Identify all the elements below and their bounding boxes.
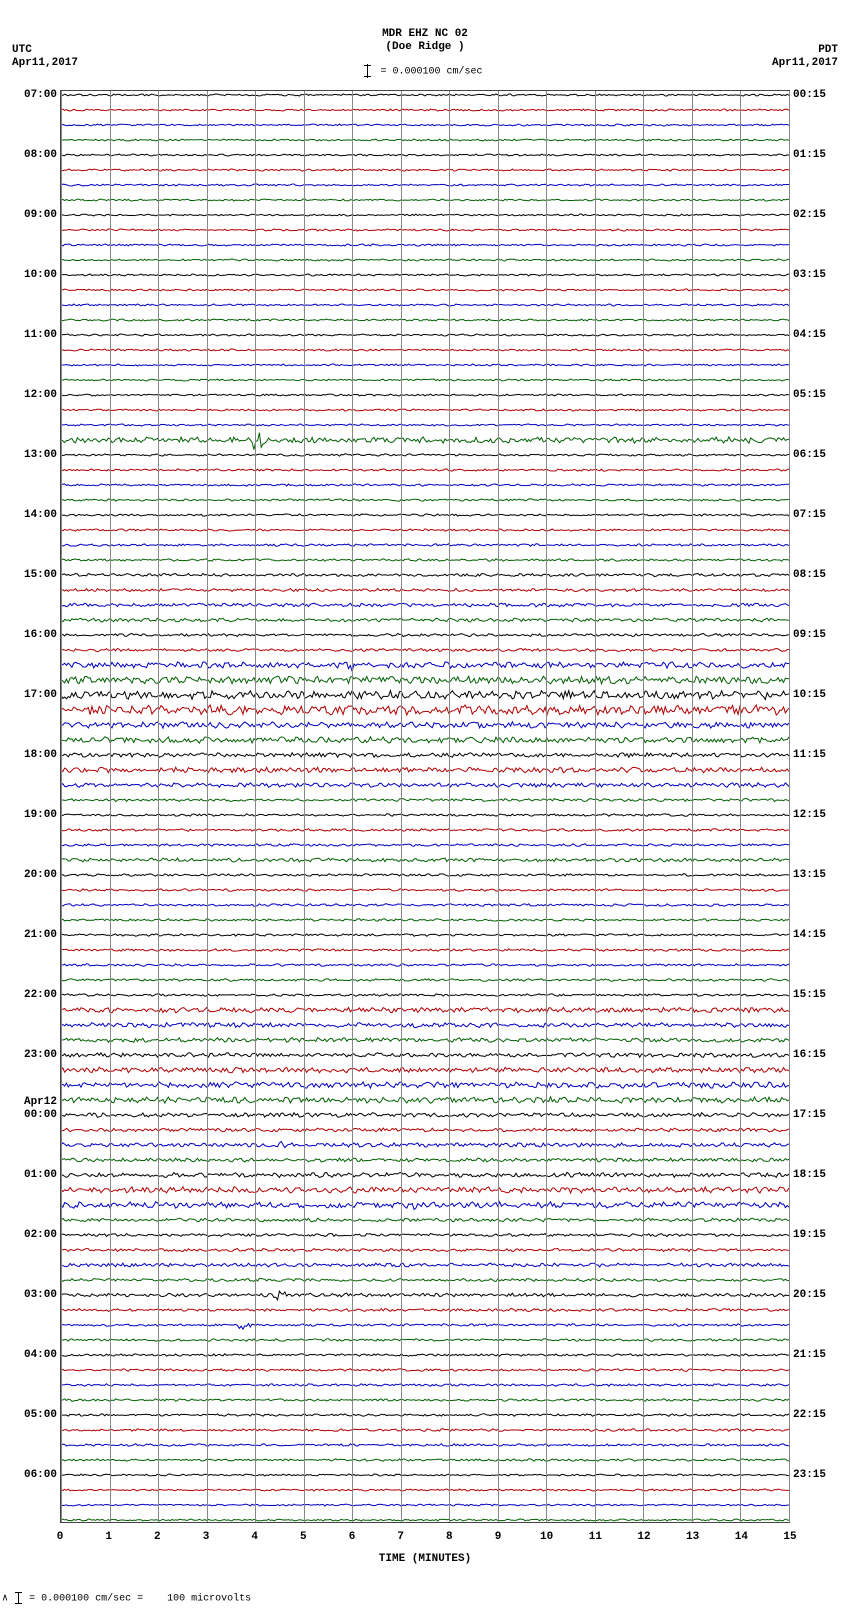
pdt-time-label: 08:15 <box>793 569 826 581</box>
pdt-time-label: 09:15 <box>793 629 826 641</box>
gridline-vertical <box>401 91 402 1522</box>
footer-suffix: 100 microvolts <box>167 1594 251 1605</box>
gridline-vertical <box>207 91 208 1522</box>
pdt-time-label: 17:15 <box>793 1109 826 1121</box>
utc-time-label: 09:00 <box>24 209 57 221</box>
tz-right: PDT Apr11,2017 <box>772 44 838 70</box>
gridline-vertical <box>110 91 111 1522</box>
tz-right-date: Apr11,2017 <box>772 57 838 70</box>
utc-time-label: 00:00 <box>24 1109 57 1121</box>
x-tick-label: 3 <box>203 1531 210 1543</box>
gridline-vertical <box>352 91 353 1522</box>
pdt-time-label: 19:15 <box>793 1229 826 1241</box>
utc-time-label: 03:00 <box>24 1289 57 1301</box>
x-tick-label: 15 <box>783 1531 796 1543</box>
pdt-time-label: 13:15 <box>793 869 826 881</box>
pdt-time-label: 21:15 <box>793 1349 826 1361</box>
utc-time-label: 15:00 <box>24 569 57 581</box>
utc-time-label: 07:00 <box>24 89 57 101</box>
utc-time-label: 18:00 <box>24 749 57 761</box>
x-tick-label: 7 <box>397 1531 404 1543</box>
utc-time-label: 23:00 <box>24 1049 57 1061</box>
gridline-vertical <box>61 91 62 1522</box>
pdt-time-label: 23:15 <box>793 1469 826 1481</box>
x-tick-label: 9 <box>495 1531 502 1543</box>
pdt-time-label: 18:15 <box>793 1169 826 1181</box>
pdt-time-label: 15:15 <box>793 989 826 1001</box>
utc-time-label: 11:00 <box>24 329 57 341</box>
gridline-vertical <box>546 91 547 1522</box>
x-tick-label: 6 <box>349 1531 356 1543</box>
gridline-vertical <box>740 91 741 1522</box>
pdt-time-label: 01:15 <box>793 149 826 161</box>
tz-right-zone: PDT <box>772 44 838 57</box>
footer-scale: ∧ = 0.000100 cm/sec = 100 microvolts <box>2 1592 251 1605</box>
utc-time-label: 08:00 <box>24 149 57 161</box>
utc-time-label: 21:00 <box>24 929 57 941</box>
gridline-vertical <box>692 91 693 1522</box>
gridline-vertical <box>595 91 596 1522</box>
pdt-time-label: 00:15 <box>793 89 826 101</box>
helicorder-plot: 07:0000:1508:0001:1509:0002:1510:0003:15… <box>60 90 790 1523</box>
utc-time-label: 02:00 <box>24 1229 57 1241</box>
gridline-vertical <box>789 91 790 1522</box>
x-tick-label: 13 <box>686 1531 699 1543</box>
utc-time-label: 06:00 <box>24 1469 57 1481</box>
pdt-time-label: 11:15 <box>793 749 826 761</box>
gridline-vertical <box>498 91 499 1522</box>
pdt-time-label: 02:15 <box>793 209 826 221</box>
x-tick-label: 0 <box>57 1531 64 1543</box>
pdt-time-label: 03:15 <box>793 269 826 281</box>
x-tick-label: 5 <box>300 1531 307 1543</box>
x-tick-label: 10 <box>540 1531 553 1543</box>
utc-time-label: 01:00 <box>24 1169 57 1181</box>
utc-day-label: Apr12 <box>24 1096 57 1108</box>
gridline-vertical <box>304 91 305 1522</box>
gridline-vertical <box>643 91 644 1522</box>
pdt-time-label: 06:15 <box>793 449 826 461</box>
chart-header: MDR EHZ NC 02 (Doe Ridge ) <box>0 28 850 54</box>
utc-time-label: 12:00 <box>24 389 57 401</box>
utc-time-label: 14:00 <box>24 509 57 521</box>
footer-prefix: = 0.000100 cm/sec = <box>29 1594 143 1605</box>
pdt-time-label: 05:15 <box>793 389 826 401</box>
x-tick-label: 12 <box>637 1531 650 1543</box>
pdt-time-label: 04:15 <box>793 329 826 341</box>
x-axis-title: TIME (MINUTES) <box>0 1553 850 1565</box>
pdt-time-label: 12:15 <box>793 809 826 821</box>
gridline-vertical <box>449 91 450 1522</box>
utc-time-label: 19:00 <box>24 809 57 821</box>
trace-container: 07:0000:1508:0001:1509:0002:1510:0003:15… <box>61 91 789 1522</box>
utc-time-label: 04:00 <box>24 1349 57 1361</box>
tz-left-zone: UTC <box>12 44 78 57</box>
tz-left: UTC Apr11,2017 <box>12 44 78 70</box>
footer-glyph: ∧ <box>2 1594 8 1605</box>
utc-time-label: 20:00 <box>24 869 57 881</box>
location-line: (Doe Ridge ) <box>0 41 850 54</box>
x-tick-label: 11 <box>589 1531 602 1543</box>
pdt-time-label: 16:15 <box>793 1049 826 1061</box>
utc-time-label: 05:00 <box>24 1409 57 1421</box>
footer-bar-icon <box>18 1592 19 1604</box>
pdt-time-label: 20:15 <box>793 1289 826 1301</box>
x-axis: 0123456789101112131415 <box>60 1527 790 1551</box>
x-tick-label: 8 <box>446 1531 453 1543</box>
utc-time-label: 10:00 <box>24 269 57 281</box>
tz-left-date: Apr11,2017 <box>12 57 78 70</box>
pdt-time-label: 22:15 <box>793 1409 826 1421</box>
utc-time-label: 16:00 <box>24 629 57 641</box>
utc-time-label: 17:00 <box>24 689 57 701</box>
x-tick-label: 1 <box>105 1531 112 1543</box>
gridline-vertical <box>158 91 159 1522</box>
x-tick-label: 4 <box>251 1531 258 1543</box>
x-tick-label: 2 <box>154 1531 161 1543</box>
pdt-time-label: 07:15 <box>793 509 826 521</box>
x-tick-label: 14 <box>735 1531 748 1543</box>
gridline-vertical <box>255 91 256 1522</box>
utc-time-label: 13:00 <box>24 449 57 461</box>
station-line: MDR EHZ NC 02 <box>0 28 850 41</box>
pdt-time-label: 10:15 <box>793 689 826 701</box>
pdt-time-label: 14:15 <box>793 929 826 941</box>
utc-time-label: 22:00 <box>24 989 57 1001</box>
